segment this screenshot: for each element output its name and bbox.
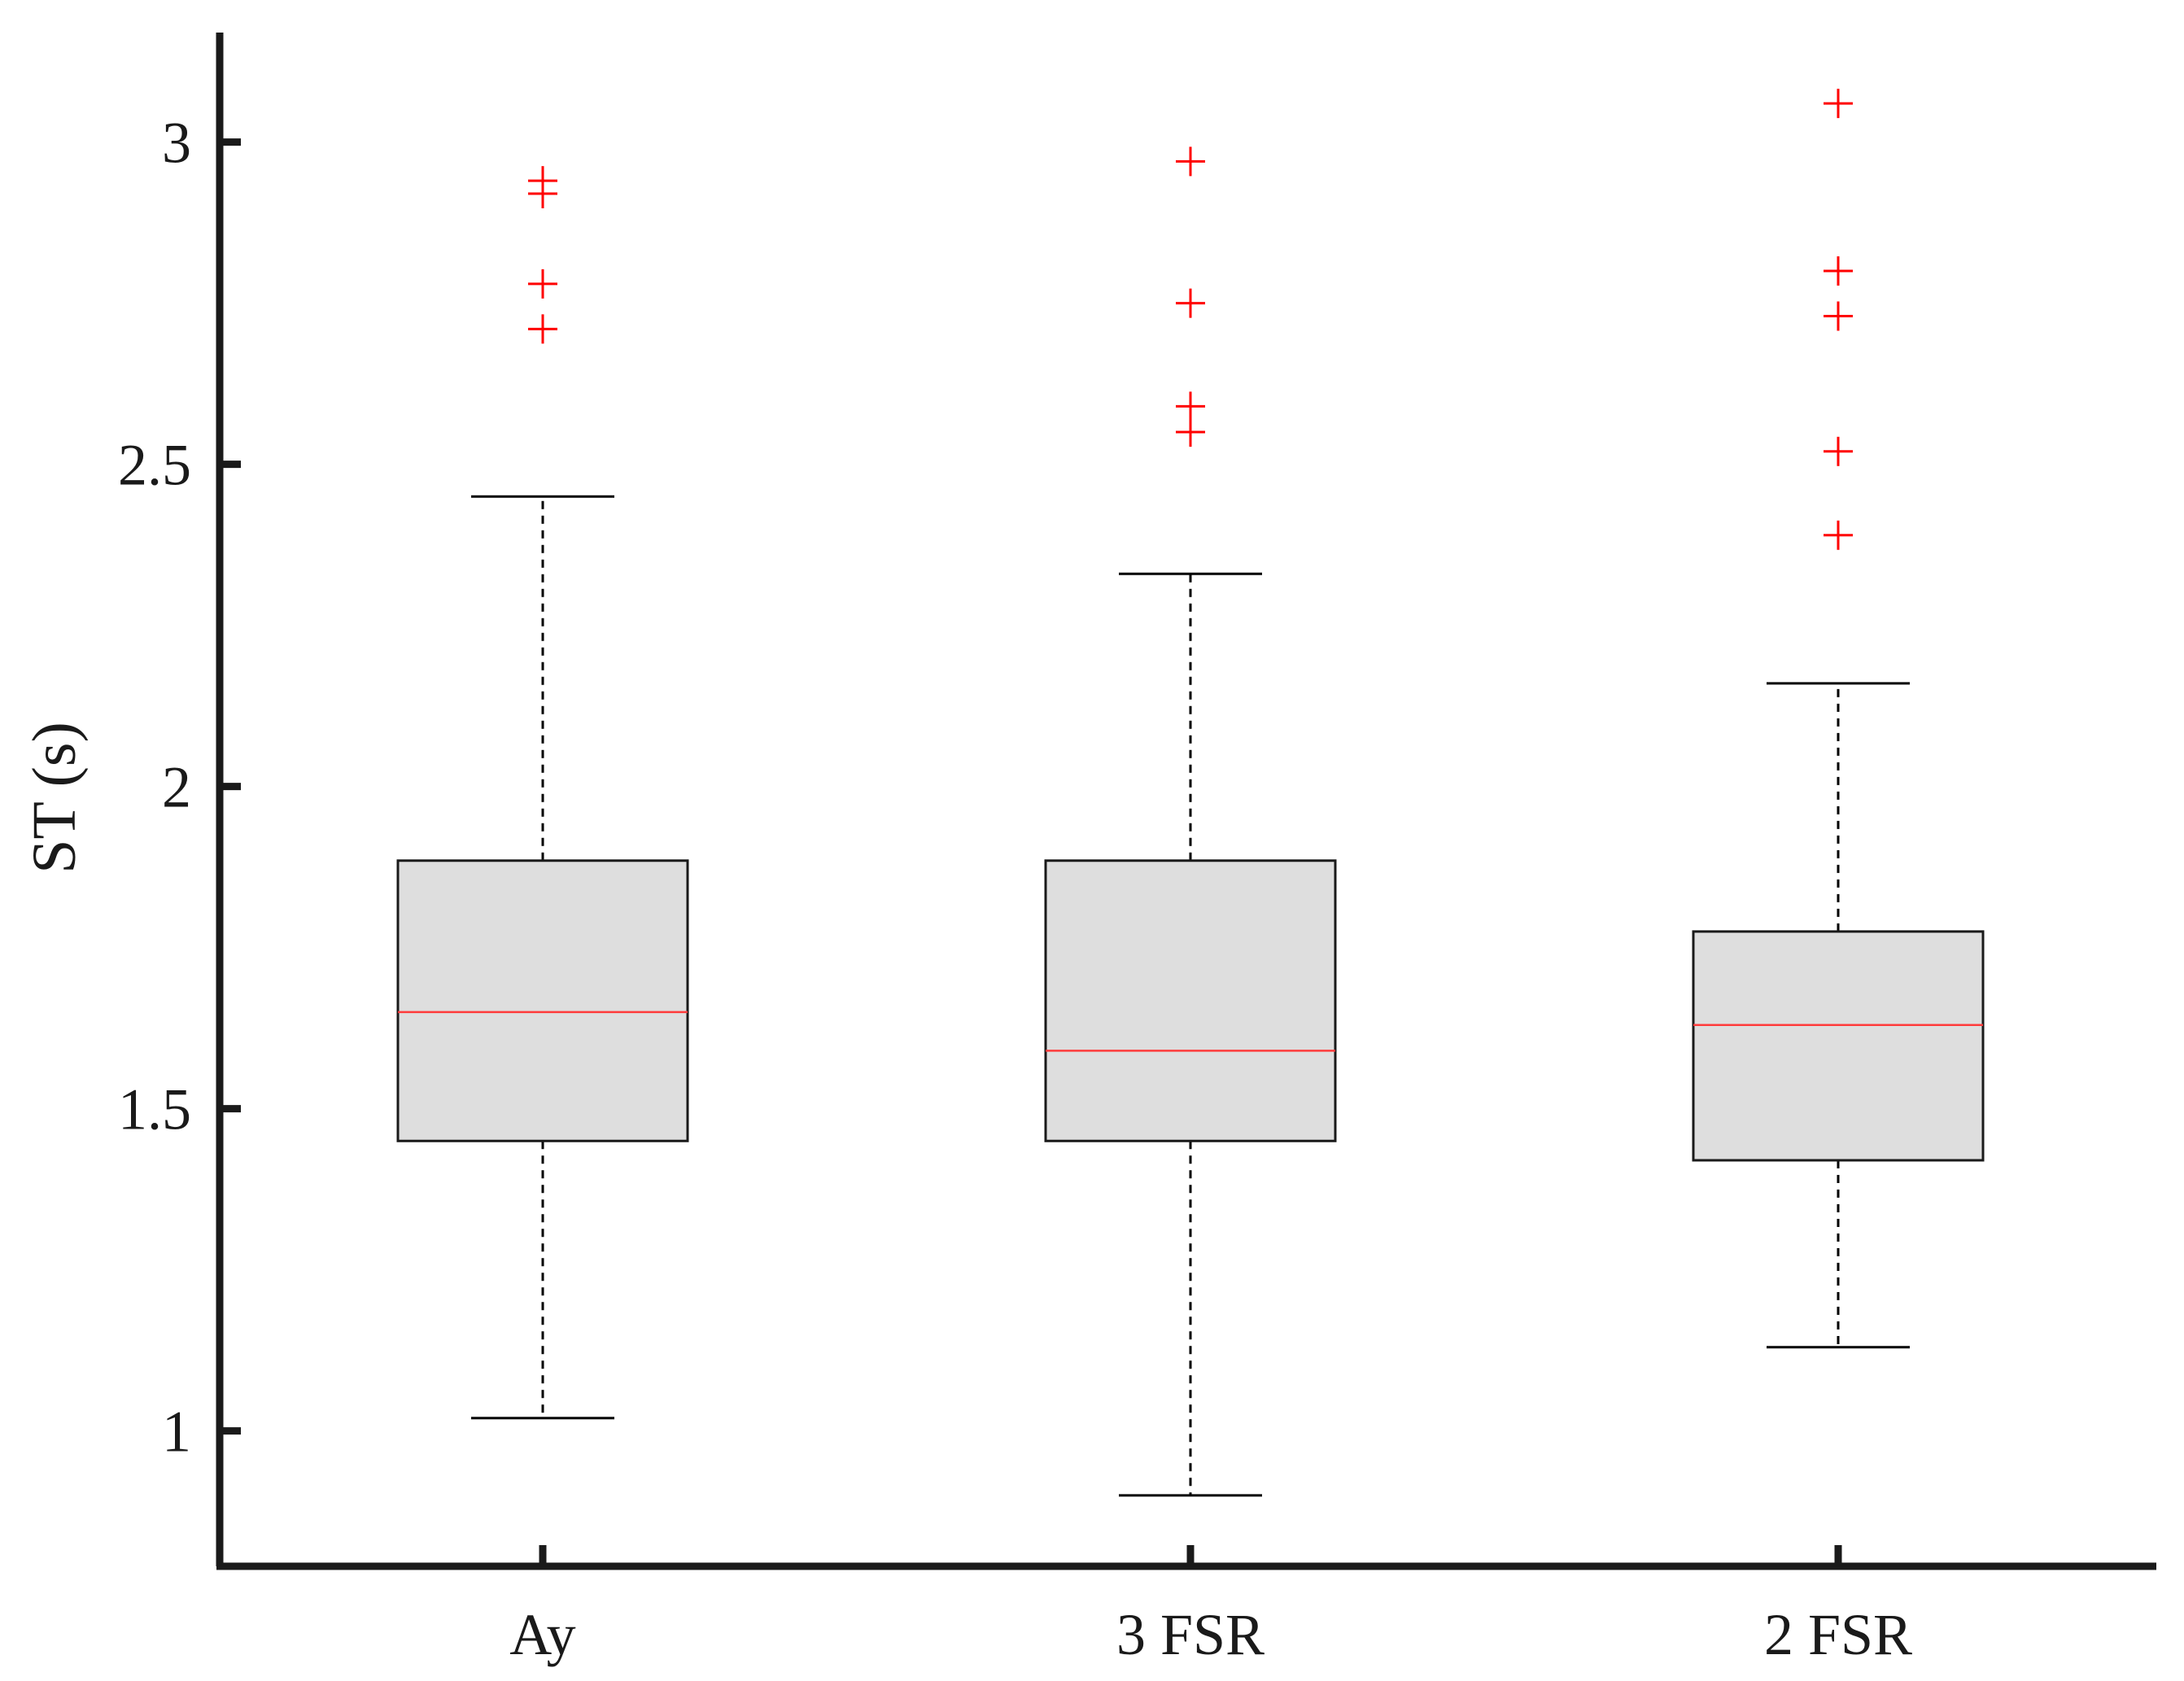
box-group-1 [1044,146,1337,1497]
outlier-marker [1176,146,1205,177]
outlier-marker [1176,417,1205,448]
iqr-box [396,859,689,1142]
y-tick-label: 2.5 [118,433,191,498]
ticks-layer: 1 1.5 2 2.5 3 Ay 3 FSR 2 FSR [118,111,1912,1667]
outlier-marker [1824,301,1853,331]
x-tick-label: 3 FSR [1116,1602,1265,1667]
outlier-marker [1176,391,1205,421]
outlier-marker [528,314,557,344]
x-tick-label: Ay [509,1602,575,1667]
box-group-0 [396,166,689,1420]
outlier-marker [1824,89,1853,119]
outlier-marker [528,269,557,299]
outlier-marker [1824,520,1853,550]
y-axis-title: ST (s) [20,722,89,874]
y-tick-label: 1 [162,1399,191,1465]
x-tick-label: 2 FSR [1764,1602,1912,1667]
y-tick-label: 2 [162,755,191,820]
outlier-marker [1824,436,1853,466]
box-group-2 [1692,89,1985,1349]
boxes-layer [396,89,1985,1497]
axes-layer [216,33,2156,1570]
iqr-box [1692,930,1985,1162]
outlier-marker [1176,288,1205,318]
outlier-marker [528,166,557,196]
y-tick-label: 1.5 [118,1077,191,1142]
outlier-marker [1824,256,1853,286]
iqr-box [1044,859,1337,1142]
y-tick-label: 3 [162,111,191,176]
